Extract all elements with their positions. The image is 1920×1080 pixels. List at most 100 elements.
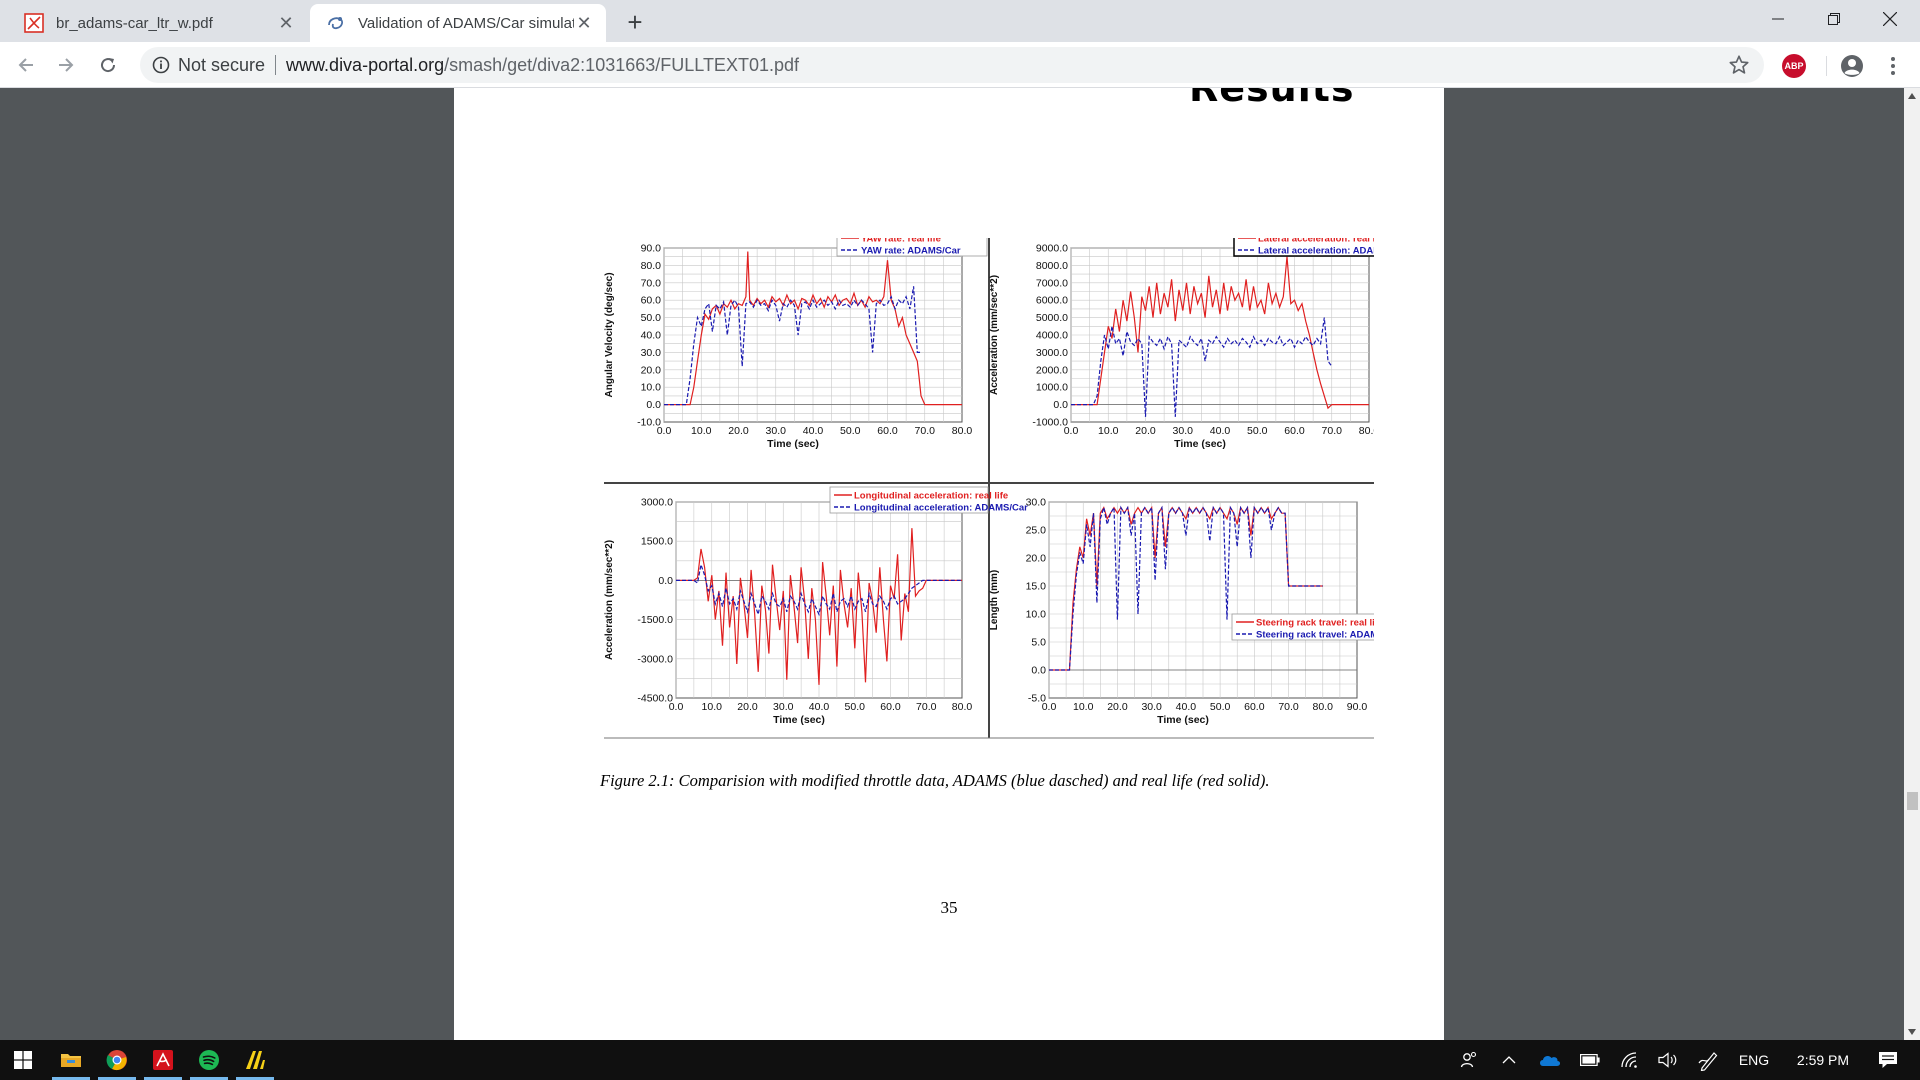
series-line-real-life	[664, 251, 962, 406]
chart-panel-4: 0.0 10.0 20.0 30.0 40.0 50.0 60.0 70.0 80.0 90.0 -…	[989, 497, 1374, 726]
tab-validation[interactable]: Validation of ADAMS/Car simulat ✕	[310, 4, 606, 42]
x-tick-label: 70.0	[916, 701, 937, 713]
y-tick-label: 30.0	[641, 347, 662, 359]
x-tick-label: 30.0	[1173, 425, 1194, 437]
new-tab-button[interactable]: +	[627, 7, 643, 37]
x-tick-label: 40.0	[809, 701, 830, 713]
x-tick-label: 10.0	[1098, 425, 1119, 437]
profile-avatar-icon[interactable]	[1838, 52, 1866, 80]
y-tick-label: 0.0	[658, 575, 673, 587]
browser-toolbar: Not secure www.diva-portal.org/smash/get…	[0, 42, 1920, 88]
spotify-icon[interactable]	[186, 1040, 232, 1080]
back-arrow-icon	[18, 58, 33, 72]
more-vert-icon	[1891, 57, 1895, 75]
onedrive-icon[interactable]	[1534, 1040, 1566, 1080]
scrollbar[interactable]	[1904, 88, 1920, 1040]
y-tick-label: 0.0	[646, 399, 661, 411]
close-icon[interactable]: ✕	[576, 13, 592, 33]
x-axis-label: Time (sec)	[1174, 438, 1226, 450]
tab-title: br_adams-car_ltr_w.pdf	[56, 14, 213, 32]
y-axis-label: Length (mm)	[989, 570, 1000, 631]
y-tick-label: 3000.0	[1036, 347, 1068, 359]
input-language[interactable]: ENG	[1738, 1052, 1770, 1068]
restore-button[interactable]	[1806, 0, 1862, 38]
x-tick-label: 30.0	[1141, 701, 1162, 713]
legend-label: Longitudinal acceleration: ADAMS/Car	[854, 503, 1028, 514]
y-tick-label: -1000.0	[1032, 417, 1068, 429]
forward-arrow-icon	[59, 58, 74, 72]
x-tick-label: 70.0	[1278, 701, 1299, 713]
y-tick-label: -4500.0	[637, 693, 673, 705]
x-tick-label: 50.0	[1247, 425, 1268, 437]
diva-icon	[326, 13, 346, 33]
y-tick-label: 5.0	[1031, 637, 1046, 649]
bookmark-star-icon[interactable]	[1728, 54, 1750, 76]
x-tick-label: 30.0	[766, 425, 787, 437]
divider	[1826, 56, 1827, 76]
legend-box	[1233, 238, 1374, 257]
address-bar[interactable]: Not secure www.diva-portal.org/smash/get…	[140, 47, 1764, 83]
app-icon[interactable]	[232, 1040, 278, 1080]
y-tick-label: 10.0	[641, 382, 662, 394]
legend-box	[829, 486, 989, 514]
volume-icon[interactable]	[1652, 1040, 1684, 1080]
close-icon[interactable]: ✕	[278, 13, 294, 33]
x-tick-label: 50.0	[1210, 701, 1231, 713]
back-button[interactable]	[10, 49, 42, 81]
legend-label: YAW rate: real life	[861, 238, 941, 245]
x-tick-label: 0.0	[669, 701, 684, 713]
y-tick-label: 30.0	[1026, 497, 1047, 509]
x-tick-label: 0.0	[1042, 701, 1057, 713]
x-tick-label: 60.0	[877, 425, 898, 437]
scroll-thumb[interactable]	[1907, 792, 1918, 810]
close-window-button[interactable]	[1862, 0, 1918, 38]
action-center-icon[interactable]	[1864, 1040, 1912, 1080]
y-tick-label: 0.0	[1031, 665, 1046, 677]
people-icon[interactable]	[1452, 1040, 1486, 1080]
chrome-menu-button[interactable]	[1880, 52, 1906, 80]
x-tick-label: 40.0	[803, 425, 824, 437]
x-tick-label: 60.0	[1244, 701, 1265, 713]
scroll-up-arrow-icon[interactable]	[1904, 88, 1920, 104]
y-tick-label: 2000.0	[1036, 364, 1068, 376]
pdf-viewer[interactable]: Results 0.0 10.0 20.0 30.0 40.0 50.0 60.0 70.0 8…	[0, 88, 1904, 1040]
legend-label: Steering rack travel: real life	[1256, 618, 1374, 629]
chevron-up-icon[interactable]	[1494, 1040, 1524, 1080]
file-explorer-icon[interactable]	[48, 1040, 94, 1080]
x-tick-label: 60.0	[1284, 425, 1305, 437]
forward-button[interactable]	[50, 49, 82, 81]
y-tick-label: 0.0	[1053, 399, 1068, 411]
security-status[interactable]: Not secure	[178, 54, 266, 75]
y-tick-label: 90.0	[641, 243, 662, 255]
y-tick-label: -3000.0	[637, 653, 673, 665]
y-tick-label: 70.0	[641, 277, 662, 289]
pen-workspace-icon[interactable]	[1692, 1040, 1726, 1080]
windows-logo-icon	[14, 1051, 32, 1069]
reload-button[interactable]	[92, 49, 124, 81]
x-tick-label: 0.0	[657, 425, 672, 437]
minimize-button[interactable]	[1750, 0, 1806, 38]
y-tick-label: 15.0	[1026, 581, 1047, 593]
clock[interactable]: 2:59 PM	[1796, 1052, 1850, 1068]
battery-icon[interactable]	[1574, 1040, 1606, 1080]
x-axis-label: Time (sec)	[1157, 714, 1209, 726]
reload-icon	[101, 58, 116, 73]
scroll-down-arrow-icon[interactable]	[1904, 1024, 1920, 1040]
acrobat-icon[interactable]	[140, 1040, 186, 1080]
x-tick-label: 80.0	[1313, 701, 1334, 713]
tab-title: Validation of ADAMS/Car simulat	[358, 14, 574, 32]
legend-box	[1231, 613, 1374, 641]
x-tick-label: 40.0	[1176, 701, 1197, 713]
start-button[interactable]	[0, 1040, 46, 1080]
legend-label: Longitudinal acceleration: real life	[854, 491, 1008, 502]
y-axis-label: Angular Velocity (deg/sec)	[604, 272, 615, 397]
wifi-icon[interactable]	[1614, 1040, 1646, 1080]
x-tick-label: 20.0	[1135, 425, 1156, 437]
info-icon[interactable]	[152, 56, 170, 74]
x-tick-label: 10.0	[702, 701, 723, 713]
tab-pdf-file[interactable]: br_adams-car_ltr_w.pdf ✕	[8, 4, 308, 42]
chrome-icon[interactable]	[94, 1040, 140, 1080]
y-tick-label: 20.0	[641, 364, 662, 376]
adblock-extension-icon[interactable]: ABP	[1782, 54, 1806, 78]
